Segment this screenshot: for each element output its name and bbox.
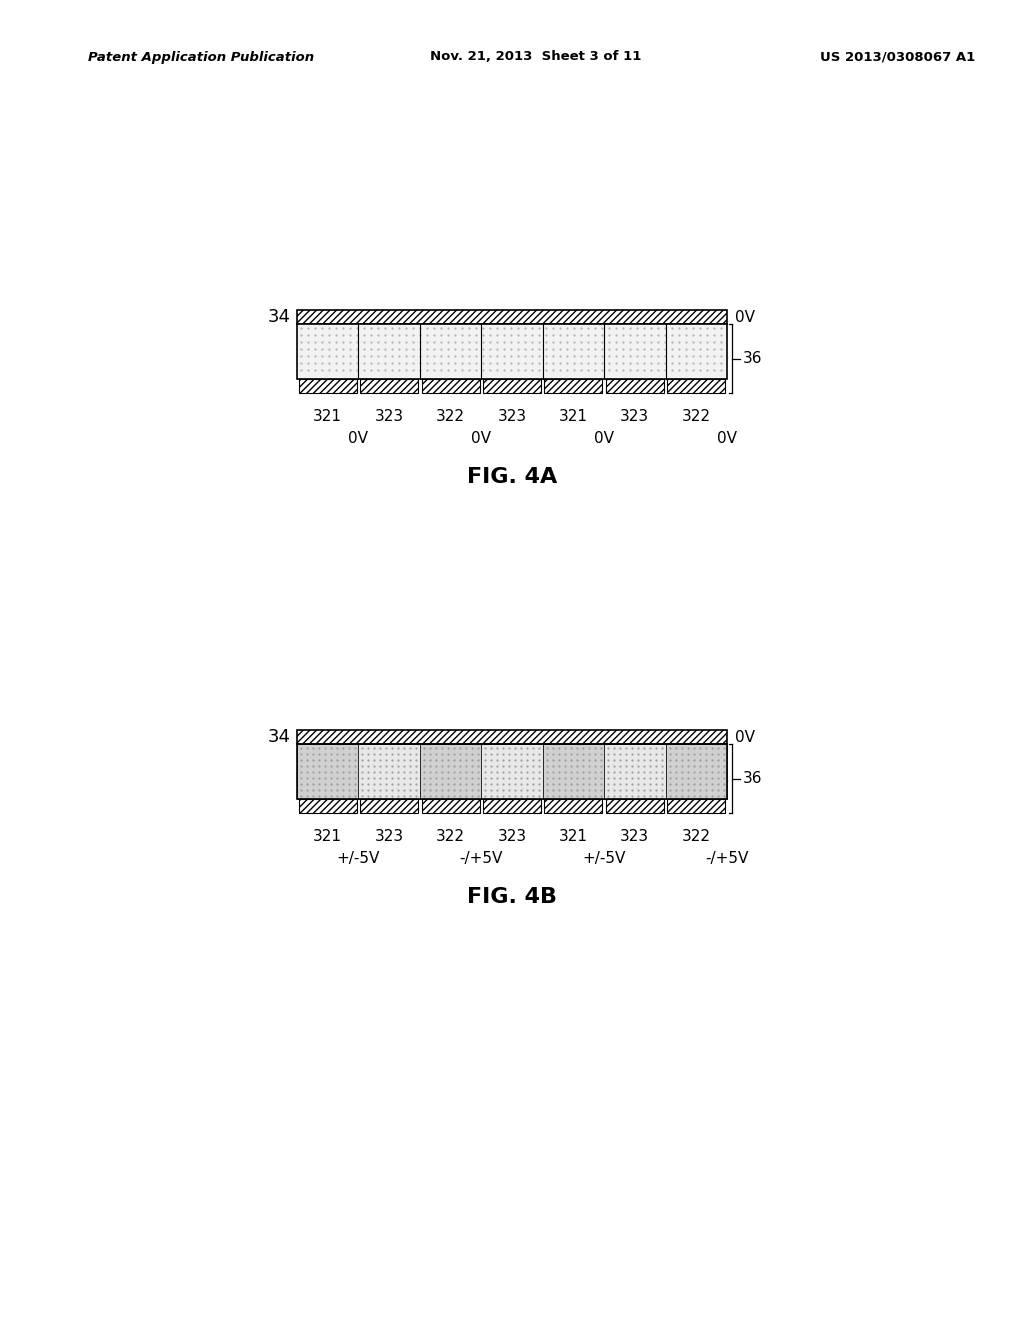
Text: 322: 322 bbox=[682, 829, 711, 843]
Text: 0V: 0V bbox=[735, 730, 755, 744]
Text: 322: 322 bbox=[436, 829, 465, 843]
Bar bbox=[297, 744, 358, 799]
Text: 323: 323 bbox=[621, 409, 649, 424]
Bar bbox=[297, 323, 727, 379]
Text: 322: 322 bbox=[682, 409, 711, 424]
Bar bbox=[358, 744, 420, 799]
Text: 321: 321 bbox=[559, 829, 588, 843]
Text: 0V: 0V bbox=[471, 432, 492, 446]
Text: 36: 36 bbox=[743, 771, 763, 785]
Text: -/+5V: -/+5V bbox=[706, 851, 749, 866]
Bar bbox=[545, 379, 602, 393]
Bar bbox=[420, 744, 481, 799]
Text: 323: 323 bbox=[498, 409, 526, 424]
Bar bbox=[666, 744, 727, 799]
Bar bbox=[545, 799, 602, 813]
Text: 0V: 0V bbox=[348, 432, 369, 446]
Bar bbox=[297, 323, 727, 379]
Bar bbox=[299, 799, 356, 813]
Bar bbox=[606, 799, 664, 813]
Bar bbox=[422, 379, 479, 393]
Bar bbox=[299, 379, 356, 393]
Bar bbox=[606, 379, 664, 393]
Text: 0V: 0V bbox=[735, 309, 755, 325]
Bar bbox=[483, 799, 541, 813]
Text: US 2013/0308067 A1: US 2013/0308067 A1 bbox=[820, 50, 975, 63]
Text: 36: 36 bbox=[743, 351, 763, 366]
Text: +/-5V: +/-5V bbox=[583, 851, 626, 866]
Bar bbox=[422, 799, 479, 813]
Text: +/-5V: +/-5V bbox=[337, 851, 380, 866]
Bar bbox=[543, 744, 604, 799]
Text: 323: 323 bbox=[375, 829, 403, 843]
Text: 321: 321 bbox=[313, 409, 342, 424]
Text: 0V: 0V bbox=[717, 432, 737, 446]
Text: Patent Application Publication: Patent Application Publication bbox=[88, 50, 314, 63]
Text: FIG. 4A: FIG. 4A bbox=[467, 467, 557, 487]
Bar bbox=[360, 379, 418, 393]
Text: 34: 34 bbox=[268, 729, 291, 746]
Text: 321: 321 bbox=[559, 409, 588, 424]
Text: 323: 323 bbox=[498, 829, 526, 843]
Bar bbox=[481, 744, 543, 799]
Bar bbox=[297, 730, 727, 744]
Text: FIG. 4B: FIG. 4B bbox=[467, 887, 557, 907]
Bar bbox=[668, 379, 725, 393]
Bar bbox=[604, 744, 666, 799]
Bar bbox=[483, 379, 541, 393]
Bar bbox=[360, 799, 418, 813]
Bar bbox=[668, 799, 725, 813]
Bar bbox=[297, 310, 727, 323]
Text: 321: 321 bbox=[313, 829, 342, 843]
Text: 323: 323 bbox=[375, 409, 403, 424]
Text: 323: 323 bbox=[621, 829, 649, 843]
Text: 322: 322 bbox=[436, 409, 465, 424]
Bar bbox=[297, 744, 727, 799]
Text: 34: 34 bbox=[268, 308, 291, 326]
Text: Nov. 21, 2013  Sheet 3 of 11: Nov. 21, 2013 Sheet 3 of 11 bbox=[430, 50, 641, 63]
Text: -/+5V: -/+5V bbox=[460, 851, 503, 866]
Text: 0V: 0V bbox=[594, 432, 614, 446]
